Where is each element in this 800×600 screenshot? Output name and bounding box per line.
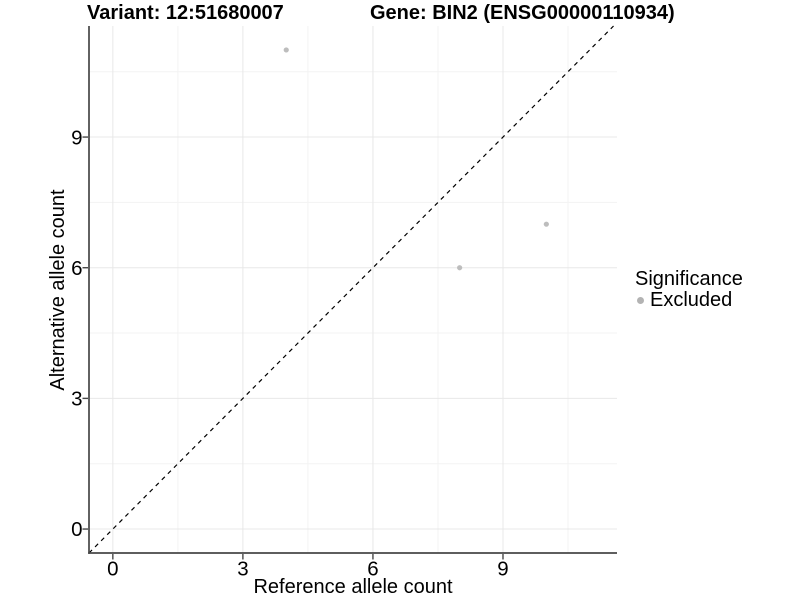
y-tick-label: 0 (71, 518, 82, 541)
y-tick-label: 9 (71, 126, 82, 149)
legend: Significance Excluded (635, 269, 743, 310)
identity-line (88, 25, 614, 554)
y-tick-label: 6 (71, 257, 82, 280)
plot-title-variant: Variant: 12:51680007 (87, 2, 284, 24)
x-axis-title: Reference allele count (253, 576, 453, 598)
x-tick-label: 6 (367, 558, 378, 581)
y-tick-label: 3 (71, 388, 82, 411)
plot-title-gene: Gene: BIN2 (ENSG00000110934) (370, 2, 675, 24)
x-tick-label: 9 (497, 558, 508, 581)
y-axis-title: Alternative allele count (47, 189, 69, 391)
legend-title: Significance (635, 268, 743, 290)
data-point (543, 221, 549, 227)
data-point (283, 47, 289, 53)
x-tick-label: 3 (237, 558, 248, 581)
legend-item-label: Excluded (650, 289, 733, 311)
legend-item-excluded: Excluded (635, 290, 743, 310)
x-tick-label: 0 (107, 558, 118, 581)
data-point (457, 265, 463, 271)
legend-point-icon (637, 296, 644, 304)
